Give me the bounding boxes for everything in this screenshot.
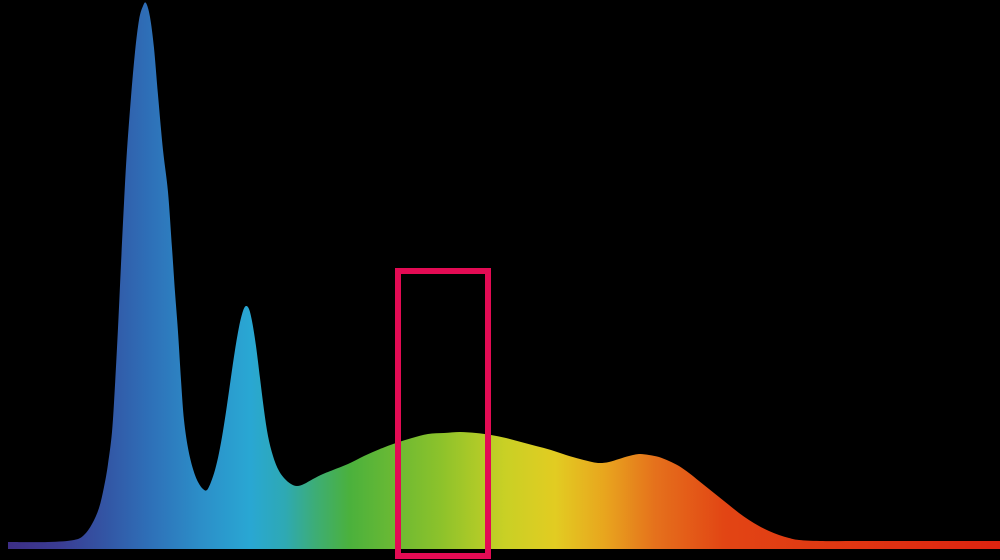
spectrum-curve-area — [8, 2, 1000, 550]
highlight-box — [395, 268, 491, 559]
